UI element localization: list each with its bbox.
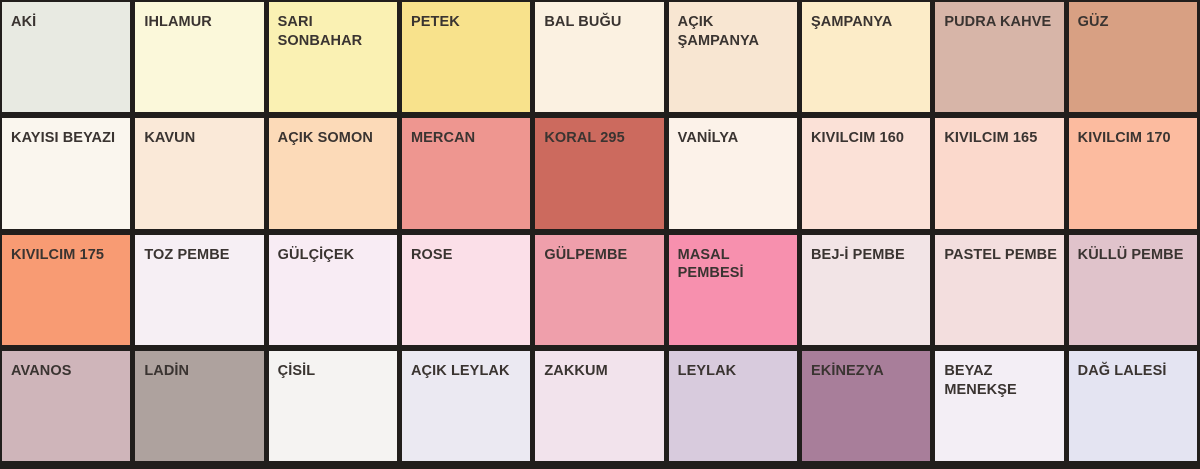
color-name-label: BAL BUĞU [544,14,622,30]
color-name-label: KAVUN [144,130,196,147]
color-swatch[interactable]: DAĞ LALESİ [1068,350,1197,461]
color-swatch[interactable]: KORAL 295 [535,118,664,229]
color-swatch[interactable]: BEYAZ MENEKŞE [935,350,1064,461]
color-swatch[interactable]: MERCAN [401,118,531,229]
color-name-label: AVANOS [11,362,72,379]
color-name-label: MERCAN [410,130,476,147]
color-name-label: AÇIK SOMON [277,130,373,147]
color-swatch[interactable]: IHLAMUR [135,2,264,113]
color-swatch[interactable]: AÇIK LEYLAK [401,350,531,461]
color-swatch[interactable]: KÜLLÜ PEMBE [1068,234,1197,345]
color-name-label: KIVILCIM 170 [1077,130,1171,147]
color-swatch[interactable]: VANİLYA [668,118,797,229]
color-name-label: PUDRA KAHVE [944,14,1052,30]
color-name-label: KORAL 295 [544,130,625,147]
color-swatch[interactable]: GÜLÇİÇEK [268,234,397,345]
color-name-label: LADİN [144,362,190,379]
color-name-label: SARI SONBAHAR [277,14,363,49]
color-name-label: GÜLPEMBE [544,246,628,263]
color-swatch[interactable]: SARI SONBAHAR [268,2,397,113]
color-name-label: EKİNEZYA [810,362,884,379]
color-name-label: BEJ-İ PEMBE [810,246,905,263]
color-name-label: AKİ [11,14,37,30]
color-swatch[interactable]: BEJ-İ PEMBE [801,234,931,345]
color-swatch[interactable]: GÜZ [1068,2,1197,113]
color-name-label: KIVILCIM 165 [944,130,1038,147]
color-swatch[interactable]: AÇIK SOMON [268,118,397,229]
color-name-label: KÜLLÜ PEMBE [1077,246,1184,263]
color-name-label: MASAL PEMBESİ [677,246,744,282]
color-name-label: PETEK [410,14,460,30]
color-swatch[interactable]: ÇİSİL [268,350,397,461]
color-swatch[interactable]: KIVILCIM 160 [801,118,931,229]
color-swatch[interactable]: AKİ [2,2,131,113]
color-name-label: KAYISI BEYAZI [11,130,116,147]
color-swatch[interactable]: PETEK [401,2,531,113]
color-swatch[interactable]: GÜLPEMBE [535,234,664,345]
color-swatch[interactable]: MASAL PEMBESİ [668,234,797,345]
color-swatch[interactable]: LEYLAK [668,350,797,461]
color-swatch[interactable]: TOZ PEMBE [135,234,264,345]
color-swatch[interactable]: AVANOS [2,350,131,461]
color-name-label: KIVILCIM 175 [11,246,105,263]
color-name-label: AÇIK ŞAMPANYA [677,14,760,49]
color-name-label: ROSE [410,246,453,263]
color-swatch[interactable]: KAVUN [135,118,264,229]
color-name-label: DAĞ LALESİ [1077,362,1167,379]
color-name-label: IHLAMUR [144,14,212,30]
color-name-label: ŞAMPANYA [810,14,893,30]
color-name-label: GÜLÇİÇEK [277,246,355,263]
color-swatch[interactable]: BAL BUĞU [535,2,664,113]
color-swatch[interactable]: KAYISI BEYAZI [2,118,131,229]
color-name-label: KIVILCIM 160 [810,130,905,147]
color-name-label: PASTEL PEMBE [944,246,1057,263]
color-swatch[interactable]: KIVILCIM 170 [1068,118,1197,229]
color-swatch[interactable]: KIVILCIM 165 [935,118,1064,229]
color-swatch[interactable]: AÇIK ŞAMPANYA [668,2,797,113]
color-swatch[interactable]: ZAKKUM [535,350,664,461]
color-name-label: ZAKKUM [544,362,608,379]
color-swatch[interactable]: PUDRA KAHVE [935,2,1064,113]
color-name-label: AÇIK LEYLAK [410,362,510,379]
color-name-label: TOZ PEMBE [144,246,230,263]
color-swatch[interactable]: ROSE [401,234,531,345]
color-swatch[interactable]: EKİNEZYA [801,350,931,461]
color-swatch[interactable]: LADİN [135,350,264,461]
color-name-label: VANİLYA [677,130,739,147]
color-swatch[interactable]: PASTEL PEMBE [935,234,1064,345]
color-name-label: BEYAZ MENEKŞE [944,362,1017,398]
color-swatch[interactable]: ŞAMPANYA [801,2,931,113]
color-name-label: ÇİSİL [277,362,316,379]
color-name-label: GÜZ [1077,14,1109,30]
color-name-label: LEYLAK [677,362,737,379]
color-swatch[interactable]: KIVILCIM 175 [2,234,131,345]
